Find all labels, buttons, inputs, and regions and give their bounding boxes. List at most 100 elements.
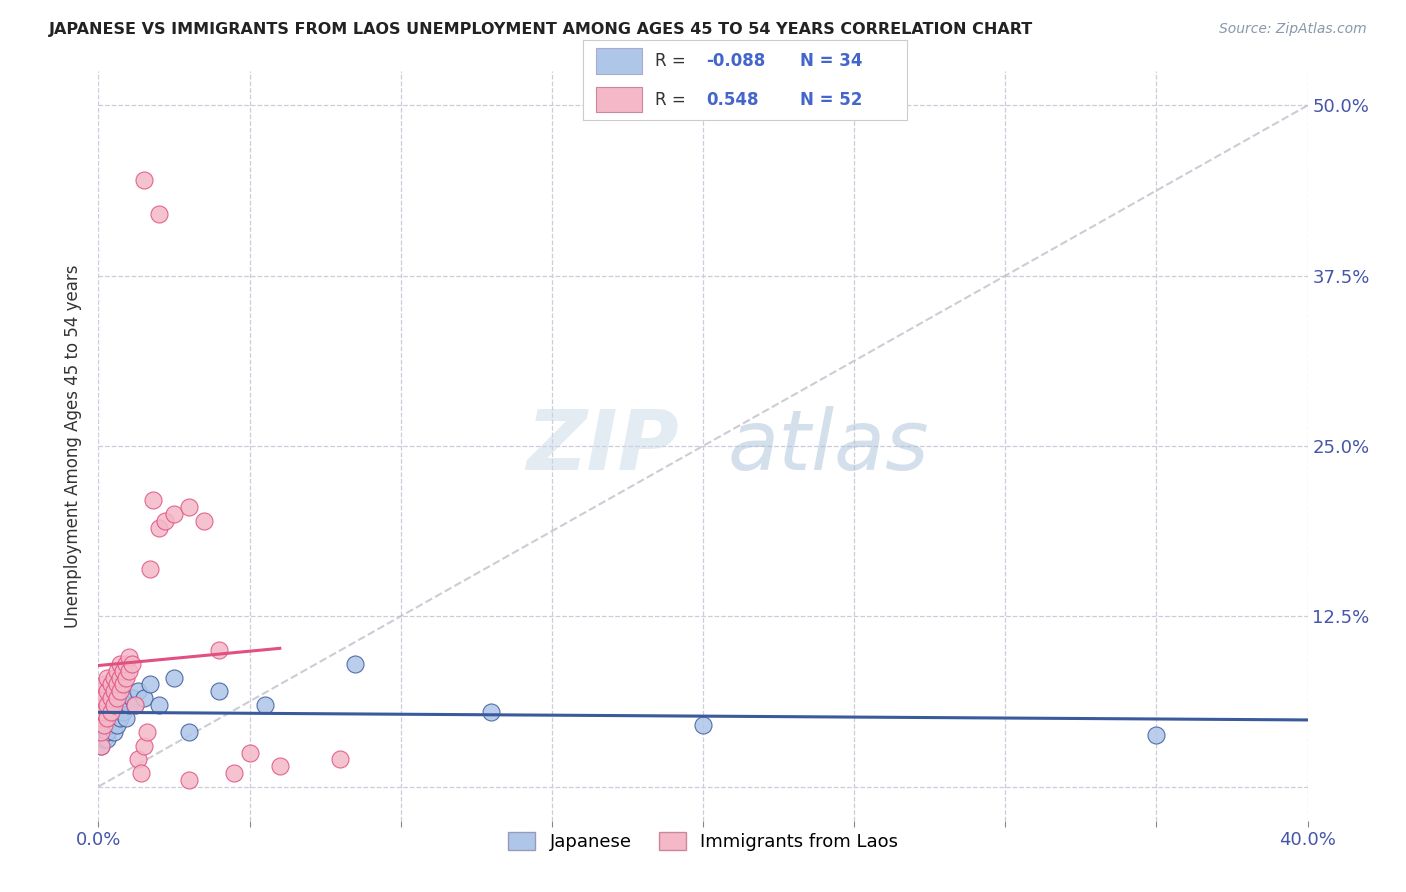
Point bbox=[208, 684, 231, 698]
Point bbox=[93, 718, 115, 732]
Point bbox=[118, 698, 141, 712]
Point bbox=[179, 772, 201, 787]
FancyBboxPatch shape bbox=[596, 48, 641, 74]
Point bbox=[96, 698, 118, 712]
Point bbox=[93, 731, 115, 746]
Text: N = 52: N = 52 bbox=[800, 91, 862, 109]
Point bbox=[127, 752, 149, 766]
Point bbox=[111, 691, 134, 706]
Text: atlas: atlas bbox=[727, 406, 929, 486]
Point bbox=[103, 671, 125, 685]
Point bbox=[148, 698, 170, 712]
Point bbox=[344, 657, 367, 671]
Point bbox=[139, 561, 162, 575]
Point bbox=[105, 691, 128, 706]
Point bbox=[114, 657, 136, 671]
Point bbox=[100, 691, 122, 706]
Point bbox=[163, 671, 186, 685]
Point bbox=[96, 731, 118, 746]
Point bbox=[114, 671, 136, 685]
Text: N = 34: N = 34 bbox=[800, 52, 863, 70]
Point bbox=[96, 711, 118, 725]
Point bbox=[179, 725, 201, 739]
Point bbox=[105, 664, 128, 678]
Point bbox=[132, 739, 155, 753]
Point bbox=[108, 711, 131, 725]
Point bbox=[148, 521, 170, 535]
Point bbox=[90, 698, 112, 712]
Point bbox=[129, 766, 152, 780]
Point bbox=[179, 500, 201, 515]
Point bbox=[100, 705, 122, 719]
Point bbox=[103, 684, 125, 698]
Point bbox=[100, 718, 122, 732]
Point bbox=[90, 739, 112, 753]
Point bbox=[93, 711, 115, 725]
Point bbox=[108, 657, 131, 671]
Point bbox=[90, 739, 112, 753]
Point bbox=[103, 725, 125, 739]
Point bbox=[124, 698, 146, 712]
Point bbox=[153, 514, 176, 528]
Y-axis label: Unemployment Among Ages 45 to 54 years: Unemployment Among Ages 45 to 54 years bbox=[65, 264, 83, 628]
Point bbox=[105, 677, 128, 691]
Point bbox=[114, 711, 136, 725]
Point bbox=[132, 691, 155, 706]
Point bbox=[96, 725, 118, 739]
Point bbox=[193, 514, 215, 528]
Point bbox=[163, 507, 186, 521]
Text: Source: ZipAtlas.com: Source: ZipAtlas.com bbox=[1219, 22, 1367, 37]
Point bbox=[90, 725, 112, 739]
Point bbox=[103, 705, 125, 719]
Point bbox=[481, 705, 503, 719]
Point bbox=[93, 691, 115, 706]
Point bbox=[1144, 728, 1167, 742]
Text: -0.088: -0.088 bbox=[706, 52, 766, 70]
Point bbox=[269, 759, 291, 773]
Point bbox=[90, 711, 112, 725]
Point bbox=[135, 725, 157, 739]
Text: R =: R = bbox=[655, 52, 690, 70]
Point bbox=[103, 698, 125, 712]
Point bbox=[105, 718, 128, 732]
Point bbox=[208, 643, 231, 657]
Point bbox=[96, 684, 118, 698]
Point bbox=[253, 698, 276, 712]
Point bbox=[93, 718, 115, 732]
Point bbox=[93, 705, 115, 719]
Point bbox=[90, 725, 112, 739]
Point bbox=[124, 698, 146, 712]
Point bbox=[329, 752, 352, 766]
Point bbox=[121, 657, 143, 671]
Point bbox=[93, 677, 115, 691]
Point bbox=[111, 664, 134, 678]
Point bbox=[118, 664, 141, 678]
Point bbox=[142, 493, 165, 508]
Legend: Japanese, Immigrants from Laos: Japanese, Immigrants from Laos bbox=[499, 823, 907, 860]
FancyBboxPatch shape bbox=[596, 87, 641, 112]
Point bbox=[96, 711, 118, 725]
Point bbox=[121, 691, 143, 706]
Point bbox=[90, 684, 112, 698]
Point bbox=[127, 684, 149, 698]
Point bbox=[111, 677, 134, 691]
Point bbox=[108, 684, 131, 698]
Point bbox=[139, 677, 162, 691]
Text: JAPANESE VS IMMIGRANTS FROM LAOS UNEMPLOYMENT AMONG AGES 45 TO 54 YEARS CORRELAT: JAPANESE VS IMMIGRANTS FROM LAOS UNEMPLO… bbox=[49, 22, 1033, 37]
Point bbox=[132, 173, 155, 187]
Point bbox=[224, 766, 246, 780]
Text: ZIP: ZIP bbox=[526, 406, 679, 486]
Point bbox=[96, 671, 118, 685]
Point bbox=[118, 650, 141, 665]
Point bbox=[692, 718, 714, 732]
Point bbox=[111, 705, 134, 719]
Point bbox=[105, 698, 128, 712]
Text: R =: R = bbox=[655, 91, 690, 109]
Point bbox=[239, 746, 262, 760]
Point bbox=[108, 671, 131, 685]
Point bbox=[100, 677, 122, 691]
Point bbox=[100, 705, 122, 719]
Point bbox=[148, 207, 170, 221]
Text: 0.548: 0.548 bbox=[706, 91, 759, 109]
Point bbox=[108, 698, 131, 712]
